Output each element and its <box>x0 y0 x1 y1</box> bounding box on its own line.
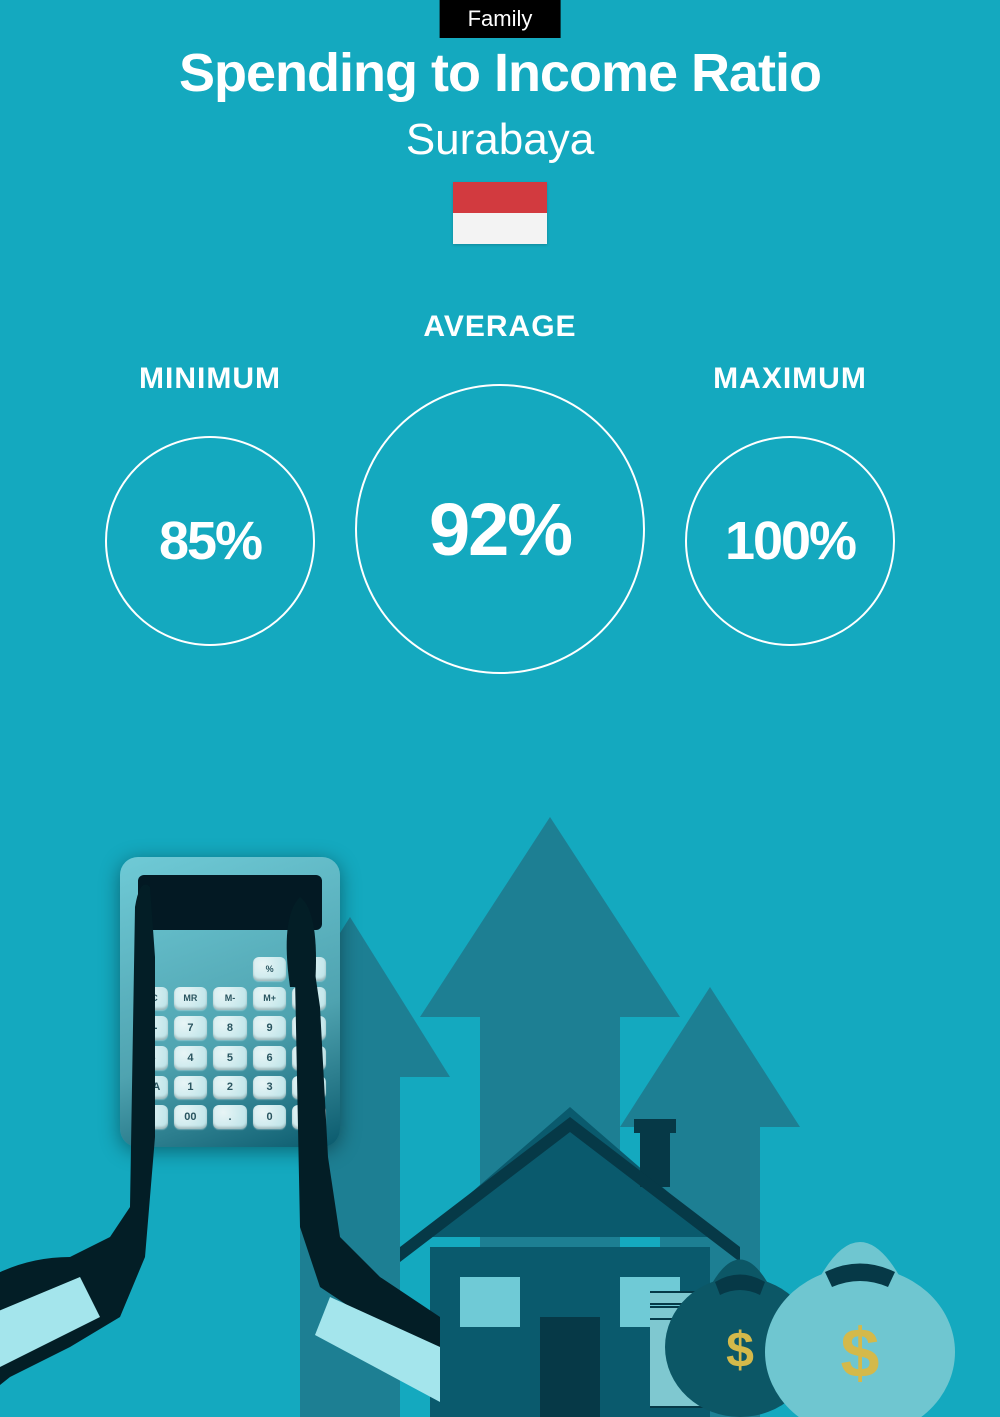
stats-row: MINIMUM 85% AVERAGE 92% MAXIMUM 100% <box>0 310 1000 674</box>
stat-maximum: MAXIMUM 100% <box>685 310 895 646</box>
stat-maximum-value: 100% <box>725 510 855 572</box>
subtitle-city: Surabaya <box>0 115 1000 165</box>
stat-average-label: AVERAGE <box>423 310 576 344</box>
stat-average: AVERAGE 92% <box>355 310 645 674</box>
badge-text: Family <box>468 6 533 31</box>
stat-minimum: MINIMUM 85% <box>105 310 315 646</box>
stat-maximum-label: MAXIMUM <box>713 362 867 396</box>
main-title: Spending to Income Ratio <box>0 42 1000 104</box>
money-icon: $ $ <box>650 1137 970 1417</box>
stat-average-circle: 92% <box>355 384 645 674</box>
stat-average-value: 92% <box>429 487 571 572</box>
category-badge: Family <box>440 0 561 38</box>
stat-minimum-label: MINIMUM <box>139 362 281 396</box>
svg-text:$: $ <box>726 1322 754 1378</box>
stat-maximum-circle: 100% <box>685 436 895 646</box>
flag-red-stripe <box>453 182 547 213</box>
flag-white-stripe <box>453 213 547 244</box>
infographic-canvas: Family Spending to Income Ratio Surabaya… <box>0 0 1000 1417</box>
stat-minimum-value: 85% <box>159 510 261 572</box>
illustration-area: $ $ %MUMCMRM-M+:+/-789x▶456-C/A123+000.0… <box>0 797 1000 1417</box>
svg-text:$: $ <box>841 1314 880 1392</box>
hands-calculator-icon: %MUMCMRM-M+:+/-789x▶456-C/A123+000.0= <box>0 857 440 1417</box>
stat-minimum-circle: 85% <box>105 436 315 646</box>
indonesia-flag-icon <box>453 182 547 244</box>
